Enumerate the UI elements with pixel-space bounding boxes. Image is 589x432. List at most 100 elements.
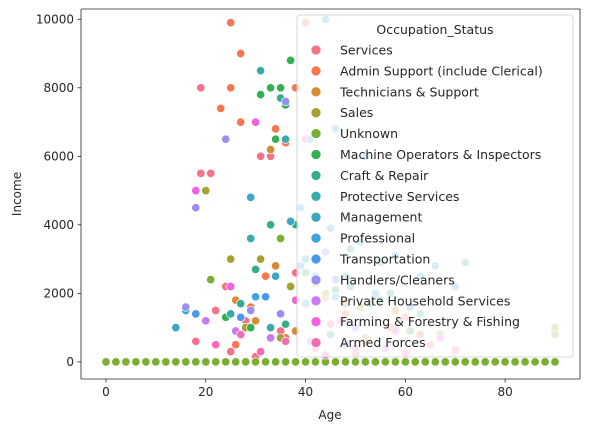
data-point [251, 117, 261, 127]
legend-marker [310, 232, 322, 244]
data-point [520, 357, 530, 367]
legend-marker [310, 86, 322, 98]
data-point [530, 357, 540, 367]
data-point [171, 323, 181, 333]
data-point [221, 357, 231, 367]
data-point [211, 357, 221, 367]
data-point [261, 292, 271, 302]
data-point [111, 357, 121, 367]
data-point [251, 264, 261, 274]
data-point [500, 357, 510, 367]
data-point [226, 309, 236, 319]
data-point [276, 233, 286, 244]
data-point [101, 357, 111, 367]
legend-marker [310, 128, 322, 139]
data-point [191, 309, 201, 319]
data-point [191, 357, 201, 367]
data-point [540, 357, 550, 367]
legend-marker [310, 107, 322, 119]
data-point [121, 357, 131, 367]
data-point [211, 305, 221, 316]
legend-marker [310, 170, 322, 181]
data-point [271, 261, 281, 271]
data-point [226, 347, 236, 357]
y-tick-label: 8000 [43, 81, 74, 95]
data-point [206, 168, 216, 178]
legend-marker [310, 211, 322, 223]
data-point [151, 357, 161, 367]
data-point [241, 357, 251, 367]
data-point [201, 316, 211, 326]
data-point [440, 357, 450, 367]
data-point [380, 357, 390, 367]
data-point [236, 48, 246, 59]
legend-marker [310, 295, 322, 307]
data-point [256, 90, 266, 100]
x-axis-label: Age [318, 408, 341, 422]
data-point [236, 299, 246, 309]
data-point [131, 357, 141, 367]
data-point [226, 281, 236, 292]
legend-marker [310, 190, 322, 202]
data-point [191, 336, 201, 346]
data-point [251, 357, 261, 367]
y-tick-label: 2000 [43, 286, 74, 300]
data-point [261, 271, 271, 281]
data-point [266, 323, 276, 333]
data-point [350, 357, 361, 367]
data-point [171, 357, 181, 367]
data-point [450, 357, 460, 367]
data-point [256, 254, 266, 264]
data-point [236, 312, 246, 322]
data-point [286, 281, 296, 292]
x-tick-label: 60 [398, 385, 413, 399]
y-tick-label: 0 [66, 355, 74, 369]
data-point [400, 357, 410, 367]
data-point [246, 233, 256, 244]
x-tick-label: 20 [198, 385, 213, 399]
legend-marker [310, 65, 322, 77]
data-point [410, 357, 420, 367]
legend-title: Occupation_Status [376, 22, 493, 37]
legend-entry-label: Armed Forces [340, 335, 426, 350]
legend-entry-label: Transportation [339, 252, 430, 267]
legend-entry-label: Professional [340, 231, 415, 246]
data-point [221, 134, 231, 144]
data-point [330, 357, 341, 367]
data-point [271, 271, 281, 281]
y-tick-label: 10000 [36, 12, 74, 26]
data-point [246, 323, 256, 333]
data-point [360, 357, 370, 367]
legend: Occupation_Status Services Admin Support … [296, 14, 574, 358]
data-point [271, 357, 281, 367]
data-point [550, 357, 560, 367]
data-point [281, 96, 291, 107]
data-point [256, 151, 266, 161]
data-point [510, 357, 520, 367]
data-point [281, 134, 291, 144]
legend-frame [296, 14, 574, 358]
data-point [246, 305, 256, 316]
data-point [281, 336, 291, 346]
data-point [286, 55, 296, 65]
data-point [196, 168, 206, 178]
legend-entry-label: Admin Support (include Clerical) [340, 63, 543, 78]
legend-entry-label: Machine Operators & Inspectors [340, 147, 541, 162]
data-point [310, 357, 321, 367]
legend-entry-label: Protective Services [340, 189, 459, 204]
legend-marker [310, 44, 322, 56]
y-tick-label: 4000 [43, 218, 74, 232]
data-point [256, 347, 266, 357]
data-point [231, 340, 241, 350]
legend-entry-label: Management [340, 210, 422, 225]
data-point [201, 186, 211, 196]
data-point [256, 66, 266, 76]
legend-marker [310, 274, 322, 286]
data-point [226, 83, 236, 93]
data-point [301, 357, 311, 367]
data-point [281, 357, 291, 367]
x-tick-label: 80 [498, 385, 513, 399]
data-point [236, 117, 246, 127]
data-point [266, 144, 276, 155]
legend-entry-label: Craft & Repair [340, 168, 429, 183]
